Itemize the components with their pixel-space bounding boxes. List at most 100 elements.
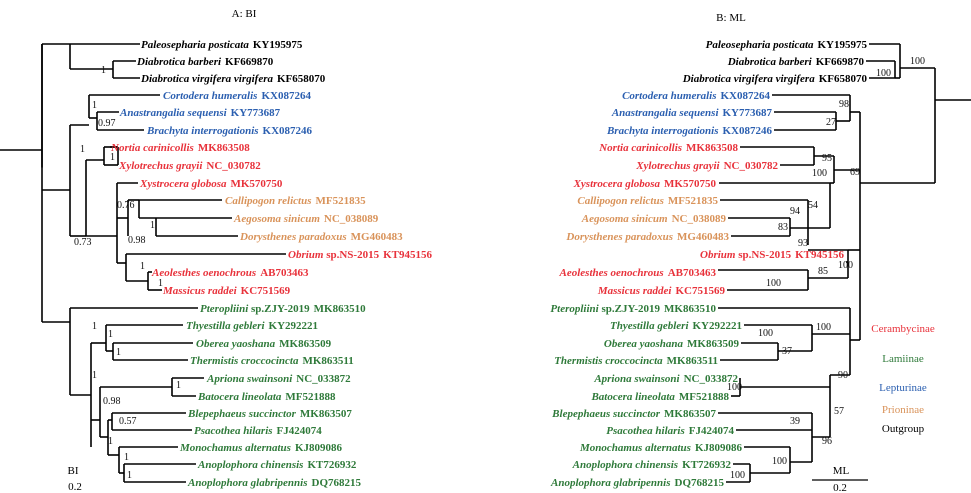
bi-support-value: 0.97 [98,118,116,129]
accession-number: MK863509 [279,338,331,350]
ml-support-value: 100 [727,382,742,393]
ml-taxon-label: Blepephaeus succinctor MK863507 [551,408,716,420]
species-name: Aeolesthes oenochrous [151,267,256,279]
bi-support-value: 1 [124,452,129,463]
bi-taxon-label: Oberea yaoshana MK863509 [196,338,332,350]
species-name: Pteropliini [550,303,599,315]
legend-item-lepturinae: Lepturinae [879,382,927,394]
species-name: Thyestilla gebleri [610,320,689,332]
bi-support-value: 1 [108,329,113,340]
legend-item-outgroup: Outgroup [882,423,925,435]
legend-item-prioninae: Prioninae [882,404,924,416]
bi-taxon-label: Thermistis croccocincta MK863511 [190,355,354,367]
ml-support-value: 85 [818,266,828,277]
bi-support-value: 1 [110,152,115,163]
species-name: Psacothea hilaris [194,425,273,437]
accession-number: KY195975 [818,39,868,51]
bi-taxon-label: Aegosoma sinicum NC_038089 [233,213,379,225]
species-name: Cortodera humeralis [163,90,257,102]
ml-support-value: 100 [876,68,891,79]
ml-taxon-label: Thyestilla gebleri KY292221 [610,320,742,332]
accession-number: AB703463 [668,267,717,279]
accession-number: KX087246 [723,125,773,137]
bi-taxon-label: Anastrangalia sequensi KY773687 [119,107,281,119]
bi-support-value: 1 [92,321,97,332]
bi-taxon-label: Massicus raddei KC751569 [162,285,291,297]
ml-taxon-label: Anoplophora chinensis KT726932 [572,459,732,471]
accession-number: KF658070 [819,73,868,85]
accession-number: DQ768215 [312,477,362,489]
bi-taxon-label: Diabrotica virgifera virgifera KF658070 [140,73,326,85]
ml-taxon-label: Apriona swainsoni NC_033872 [593,373,738,385]
bi-support-value: 1 [127,470,132,481]
accession-number: KJ809086 [695,442,743,454]
bi-taxon-label: Brachyta interrogationis KX087246 [146,125,313,137]
ml-taxon-label: Brachyta interrogationis KX087246 [606,125,773,137]
accession-number: MF521888 [285,391,336,403]
accession-number: MF521888 [679,391,730,403]
ml-taxon-label: Dorysthenes paradoxus MG460483 [565,231,729,243]
ml-taxon-label: Aeolesthes oenochrous AB703463 [559,267,717,279]
species-name: Psacothea hilaris [606,425,685,437]
bi-support-value: 0.76 [117,200,135,211]
species-name: Obrium [700,249,736,261]
species-name: Blepephaeus succinctor [551,408,661,420]
bi-support-value: 1 [92,370,97,381]
ml-taxon-label: Oberea yaoshana MK863509 [604,338,740,350]
accession-number: AB703463 [260,267,309,279]
species-name: Xystrocera globosa [573,178,661,190]
species-name: Aeolesthes oenochrous [559,267,664,279]
bi-support-value: 1 [140,261,145,272]
species-name: Dorysthenes paradoxus [565,231,673,243]
accession-number: MF521835 [668,195,719,207]
ml-scale-value: 0.2 [833,482,847,493]
ml-taxon-label: Aegosoma sinicum NC_038089 [581,213,727,225]
ml-support-value: 100 [772,456,787,467]
species-name: Anoplophora chinensis [572,459,678,471]
accession-number: MK570750 [230,178,282,190]
bi-taxon-label: Pteropliini sp.ZJY-2019 MK863510 [200,303,366,315]
accession-number: KT945156 [383,249,432,261]
bi-taxon-label: Dorysthenes paradoxus MG460483 [239,231,403,243]
ml-support-value: 100 [910,56,925,67]
ml-taxon-label: Diabrotica barberi KF669870 [727,56,865,68]
species-name: Aegosoma sinicum [233,213,320,225]
accession-number: NC_033872 [684,373,739,385]
ml-support-value: 57 [834,406,844,417]
species-name: Paleosepharia posticata [706,39,814,51]
species-qualifier: sp.ZJY-2019 [248,303,310,315]
legend-item-lamiinae: Lamiinae [882,353,924,365]
bi-panel-title: A: BI [232,8,257,20]
ml-taxon-label: Batocera lineolata MF521888 [590,391,729,403]
bi-support-value: 0.98 [103,396,121,407]
bi-support-value: 1 [150,220,155,231]
ml-scale-label: ML [833,465,850,477]
bi-taxon-label: Diabrotica barberi KF669870 [136,56,274,68]
bi-taxon-label: Anoplophora chinensis KT726932 [197,459,357,471]
bi-taxon-label: Xylotrechus grayii NC_030782 [118,160,261,172]
accession-number: KF669870 [225,56,274,68]
ml-support-value: 100 [812,168,827,179]
species-qualifier: sp.NS-2015 [735,249,791,261]
species-name: Thyestilla gebleri [186,320,265,332]
bi-support-value: 1 [101,65,106,76]
accession-number: MG460483 [351,231,403,243]
accession-number: KT726932 [307,459,356,471]
ml-taxon-label: Nortia carinicollis MK863508 [598,142,738,154]
bi-taxon-label: Aeolesthes oenochrous AB703463 [151,267,309,279]
accession-number: MK863511 [302,355,353,367]
bi-support-value: 1 [116,347,121,358]
bi-taxon-label: Monochamus alternatus KJ809086 [179,442,343,454]
species-name: Massicus raddei [597,285,673,297]
bi-taxon-label: Blepephaeus succinctor MK863507 [187,408,352,420]
accession-number: KY773687 [231,107,281,119]
accession-number: MK863508 [686,142,738,154]
ml-taxon-label: Callipogon relictus MF521835 [577,195,718,207]
species-name: Brachyta interrogationis [606,125,719,137]
ml-support-value: 37 [782,346,792,357]
accession-number: KC751569 [676,285,726,297]
accession-number: KY773687 [723,107,773,119]
accession-number: KT945156 [795,249,844,261]
accession-number: KY292221 [269,320,319,332]
species-name: Xylotrechus grayii [635,160,720,172]
